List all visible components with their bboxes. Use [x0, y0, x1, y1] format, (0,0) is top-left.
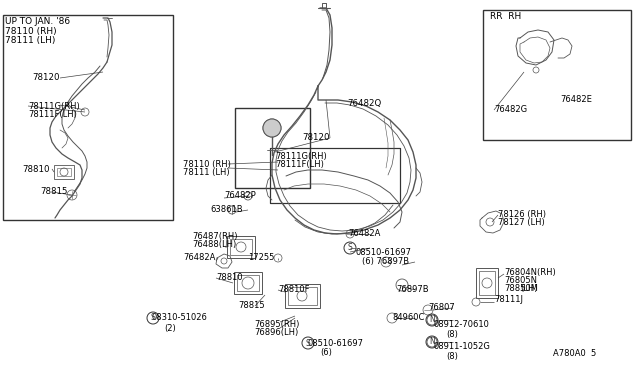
- Text: 76488(LH): 76488(LH): [192, 240, 236, 249]
- Text: 78111G(RH): 78111G(RH): [275, 152, 327, 161]
- Text: 76482A: 76482A: [348, 228, 380, 237]
- Text: RR  RH: RR RH: [490, 12, 521, 21]
- Text: 76482A: 76482A: [183, 253, 216, 263]
- Bar: [479, 271, 495, 295]
- Text: S: S: [348, 244, 353, 253]
- Text: 76482P: 76482P: [224, 192, 256, 201]
- Text: 78810: 78810: [216, 273, 243, 282]
- Text: 08510-61697: 08510-61697: [356, 248, 412, 257]
- Text: 78120: 78120: [33, 74, 60, 83]
- Text: UP TO JAN. '86: UP TO JAN. '86: [5, 17, 70, 26]
- Text: 78127 (LH): 78127 (LH): [498, 218, 545, 227]
- Bar: [227, 236, 255, 258]
- Bar: [285, 284, 320, 308]
- Text: A780A0  5: A780A0 5: [553, 349, 596, 358]
- Bar: [235, 108, 310, 188]
- Bar: [57, 168, 71, 176]
- Text: 78111F(LH): 78111F(LH): [275, 160, 324, 169]
- Text: 76804N(RH): 76804N(RH): [504, 268, 556, 277]
- Bar: [483, 10, 631, 140]
- Text: 78111F(LH): 78111F(LH): [28, 110, 77, 119]
- Text: 78850M: 78850M: [504, 284, 538, 293]
- Text: 84960C: 84960C: [392, 314, 424, 323]
- Text: 76487(RH): 76487(RH): [192, 232, 237, 241]
- Text: S: S: [306, 339, 310, 347]
- Text: 76897B: 76897B: [396, 285, 429, 295]
- Bar: [237, 275, 259, 291]
- Text: (8): (8): [446, 352, 458, 361]
- Text: 78120: 78120: [303, 134, 330, 142]
- Bar: [270, 148, 400, 203]
- Text: 08912-70610: 08912-70610: [434, 320, 490, 329]
- Bar: [476, 268, 498, 298]
- Text: 76805N: 76805N: [504, 276, 537, 285]
- Bar: [230, 239, 252, 255]
- Text: 76482G: 76482G: [494, 105, 527, 114]
- Text: 78815: 78815: [40, 187, 67, 196]
- Text: (LH): (LH): [520, 284, 538, 293]
- Text: 76482E: 76482E: [560, 95, 592, 104]
- Text: 08911-1052G: 08911-1052G: [434, 342, 491, 351]
- Text: 08510-61697: 08510-61697: [308, 339, 364, 347]
- Text: 78110 (RH): 78110 (RH): [5, 27, 56, 36]
- Circle shape: [263, 119, 281, 137]
- Text: (6) 76897B: (6) 76897B: [362, 257, 409, 266]
- Bar: [3, 15, 173, 220]
- Text: 78126 (RH): 78126 (RH): [498, 210, 546, 219]
- Text: N: N: [429, 337, 435, 346]
- Bar: [54, 165, 74, 179]
- Text: S: S: [150, 314, 156, 323]
- Text: 17255: 17255: [248, 253, 275, 263]
- Text: 78810: 78810: [22, 164, 49, 173]
- Text: 76807: 76807: [428, 304, 455, 312]
- Text: 78810F: 78810F: [278, 285, 310, 295]
- Text: N: N: [429, 315, 435, 324]
- Text: 78110 (RH): 78110 (RH): [183, 160, 231, 169]
- Text: 78111 (LH): 78111 (LH): [5, 36, 56, 45]
- Text: 78111G(RH): 78111G(RH): [28, 102, 80, 111]
- Text: (6): (6): [320, 349, 332, 357]
- Bar: [288, 287, 317, 305]
- Text: 76895(RH): 76895(RH): [254, 320, 300, 329]
- Bar: [234, 272, 262, 294]
- Text: 76482Q: 76482Q: [347, 99, 381, 108]
- Text: 08310-51026: 08310-51026: [152, 314, 208, 323]
- Text: 78111 (LH): 78111 (LH): [183, 168, 230, 177]
- Text: (8): (8): [446, 330, 458, 339]
- Bar: [270, 148, 400, 203]
- Text: 76896(LH): 76896(LH): [254, 328, 298, 337]
- Text: 63861B: 63861B: [210, 205, 243, 215]
- Text: 78111J: 78111J: [494, 295, 523, 305]
- Text: (2): (2): [164, 324, 176, 333]
- Text: 78815: 78815: [238, 301, 264, 311]
